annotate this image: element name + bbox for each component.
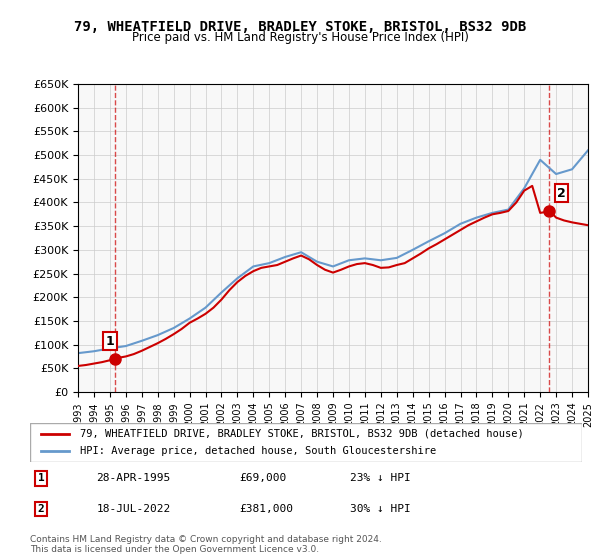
Text: Contains HM Land Registry data © Crown copyright and database right 2024.
This d: Contains HM Land Registry data © Crown c… — [30, 535, 382, 554]
Text: 1: 1 — [106, 335, 115, 348]
Text: 1: 1 — [38, 473, 44, 483]
Text: 2: 2 — [38, 504, 44, 514]
FancyBboxPatch shape — [30, 423, 582, 462]
Text: 18-JUL-2022: 18-JUL-2022 — [96, 504, 170, 514]
Text: 2: 2 — [557, 187, 566, 200]
Text: 79, WHEATFIELD DRIVE, BRADLEY STOKE, BRISTOL, BS32 9DB (detached house): 79, WHEATFIELD DRIVE, BRADLEY STOKE, BRI… — [80, 429, 523, 439]
Text: Price paid vs. HM Land Registry's House Price Index (HPI): Price paid vs. HM Land Registry's House … — [131, 31, 469, 44]
Text: HPI: Average price, detached house, South Gloucestershire: HPI: Average price, detached house, Sout… — [80, 446, 436, 456]
Text: 79, WHEATFIELD DRIVE, BRADLEY STOKE, BRISTOL, BS32 9DB: 79, WHEATFIELD DRIVE, BRADLEY STOKE, BRI… — [74, 20, 526, 34]
Text: £69,000: £69,000 — [240, 473, 287, 483]
Text: 28-APR-1995: 28-APR-1995 — [96, 473, 170, 483]
Text: 23% ↓ HPI: 23% ↓ HPI — [350, 473, 411, 483]
Text: £381,000: £381,000 — [240, 504, 294, 514]
Text: 30% ↓ HPI: 30% ↓ HPI — [350, 504, 411, 514]
